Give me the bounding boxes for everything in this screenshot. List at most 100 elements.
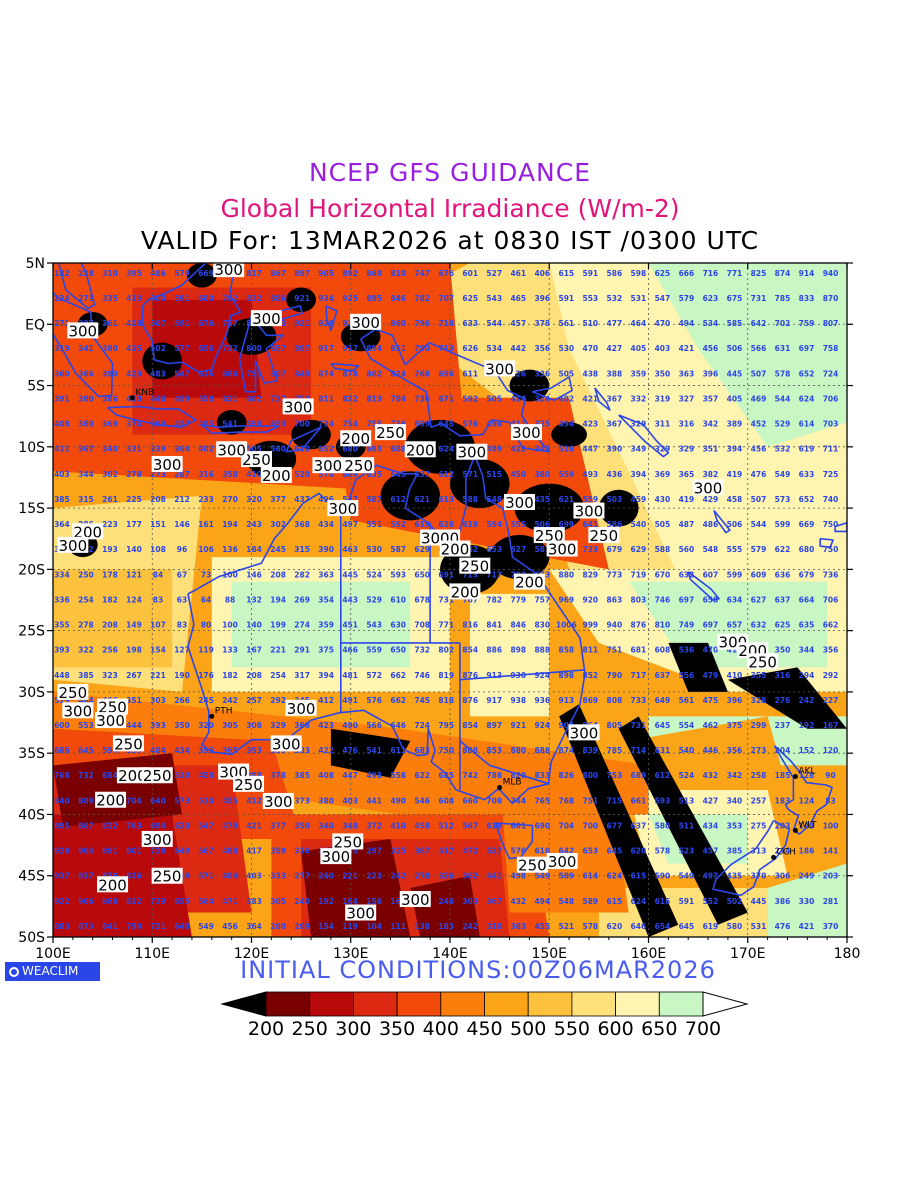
grid-value: 936 xyxy=(534,696,550,705)
grid-value: 796 xyxy=(414,319,430,328)
grid-value: 83 xyxy=(177,621,187,630)
grid-value: 498 xyxy=(510,872,526,881)
grid-value: 591 xyxy=(583,269,599,278)
grid-value: 628 xyxy=(438,520,454,529)
contour-label-bg xyxy=(260,467,292,484)
station-dot xyxy=(497,784,503,790)
grid-value: 898 xyxy=(510,646,526,655)
grid-value: 802 xyxy=(438,646,454,655)
grid-value: 816 xyxy=(126,872,142,881)
grid-value: 631 xyxy=(655,746,671,755)
grid-value: 810 xyxy=(655,621,671,630)
grid-value: 586 xyxy=(607,520,623,529)
coastline xyxy=(532,376,573,402)
grid-value: 653 xyxy=(583,847,599,856)
coastline xyxy=(201,424,281,435)
colorbar xyxy=(220,991,749,1017)
grid-value: 258 xyxy=(751,771,767,780)
coastline xyxy=(141,263,242,373)
grid-value: 917 xyxy=(486,696,502,705)
grid-value: 507 xyxy=(751,369,767,378)
grid-value: 928 xyxy=(54,847,70,856)
grid-value: 594 xyxy=(102,746,118,755)
low-irradiance-blob xyxy=(142,342,183,380)
grid-value: 194 xyxy=(270,595,286,604)
grid-value: 736 xyxy=(823,570,839,579)
grid-value: 344 xyxy=(78,470,94,479)
grid-value: 385 xyxy=(54,495,70,504)
grid-value: 111 xyxy=(390,922,406,931)
grid-value: 622 xyxy=(414,771,430,780)
contour-label: 250 xyxy=(590,527,619,545)
grid-value: 271 xyxy=(78,294,94,303)
grid-value: 625 xyxy=(655,269,671,278)
grid-value: 800 xyxy=(246,344,262,353)
grid-value: 287 xyxy=(174,470,190,479)
grid-value: 827 xyxy=(847,545,863,554)
grid-value: 620 xyxy=(607,922,623,931)
grid-value: 316 xyxy=(294,847,310,856)
grid-value: 302 xyxy=(102,470,118,479)
grid-value: 592 xyxy=(390,520,406,529)
contour-label: 250 xyxy=(518,857,547,875)
colorbar-labels: 200 250 300 350 400 450 500 550 600 650 700 xyxy=(0,1018,900,1042)
grid-value: 527 xyxy=(486,269,502,278)
colorbar-swatch xyxy=(615,991,660,1017)
grid-value: 618 xyxy=(486,821,502,830)
grid-value: 470 xyxy=(703,646,719,655)
contour-label: 250 xyxy=(153,868,182,886)
grid-value: 133 xyxy=(222,646,238,655)
grid-value: 225 xyxy=(126,495,142,504)
grid-value: 190 xyxy=(174,671,190,680)
grid-value: 340 xyxy=(727,796,743,805)
grid-value: 282 xyxy=(294,570,310,579)
grid-value: 593 xyxy=(390,570,406,579)
grid-value: 267 xyxy=(126,671,142,680)
grid-value: 732 xyxy=(78,771,94,780)
contour-label: 200 xyxy=(441,541,470,559)
grid-value: 649 xyxy=(174,847,190,856)
grid-value: 311 xyxy=(655,420,671,429)
contour-label-bg xyxy=(516,856,548,873)
grid-value: 120 xyxy=(823,746,839,755)
grid-value: 365 xyxy=(679,470,695,479)
grid-value: 688 xyxy=(390,445,406,454)
grid-value: 403 xyxy=(246,872,262,881)
colorbar-label: 700 xyxy=(684,1018,722,1040)
grid-value: 524 xyxy=(679,771,695,780)
grid-value: 457 xyxy=(510,319,526,328)
grid-value: 494 xyxy=(679,319,695,328)
grid-value: 515 xyxy=(486,470,502,479)
grid-value: 62 xyxy=(849,796,859,805)
grid-value: 350 xyxy=(174,721,190,730)
grid-value: 867 xyxy=(270,269,286,278)
grid-value: 237 xyxy=(775,721,791,730)
contour-label-bg xyxy=(218,763,250,780)
grid-value: 334 xyxy=(54,570,70,579)
grid-value: 816 xyxy=(462,621,478,630)
grid-value: 718 xyxy=(438,319,454,328)
grid-value: 599 xyxy=(775,520,791,529)
coastline xyxy=(285,426,322,453)
grid-value: 598 xyxy=(246,420,262,429)
grid-value: 231 xyxy=(847,696,863,705)
grid-value: 833 xyxy=(534,771,550,780)
grid-value: 143 xyxy=(799,821,815,830)
grid-value: 275 xyxy=(751,821,767,830)
contour-label-bg xyxy=(312,457,344,474)
grid-value: 677 xyxy=(607,821,623,830)
colorbar-swatch xyxy=(352,991,398,1017)
grid-value: 862 xyxy=(366,369,382,378)
grid-value: 616 xyxy=(534,847,550,856)
grid-value: 417 xyxy=(246,847,262,856)
grid-value: 607 xyxy=(703,570,719,579)
grid-value: 558 xyxy=(390,771,406,780)
colorbar-swatch xyxy=(484,991,529,1017)
grid-value: 457 xyxy=(703,847,719,856)
contour-label-bg xyxy=(374,424,406,441)
grid-value: 807 xyxy=(823,319,839,328)
grid-value: 920 xyxy=(583,595,599,604)
grid-value: 292 xyxy=(270,696,286,705)
grid-value: 697 xyxy=(799,344,815,353)
grid-value: 294 xyxy=(799,671,815,680)
